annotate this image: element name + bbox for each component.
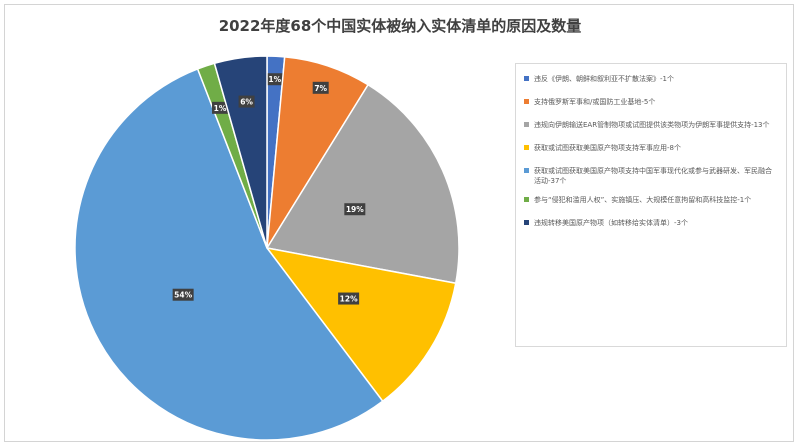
legend-item: 违反《伊朗、朝鲜和叙利亚不扩散法案》-1个 [524, 74, 778, 84]
data-label: 19% [344, 203, 366, 216]
data-label: 54% [172, 288, 194, 301]
data-label-text: 1% [214, 104, 227, 113]
legend-label: 违规转移美国原产物项（如转移给实体清单）-3个 [534, 219, 688, 227]
pie-slice [265, 246, 457, 403]
data-label-text: 54% [174, 291, 192, 300]
legend-item: 违规转移美国原产物项（如转移给实体清单）-3个 [524, 218, 778, 228]
data-label-text: 19% [346, 205, 364, 214]
legend-item: 参与“侵犯和滥用人权”、实施镇压、大规模任意拘留和高科技监控-1个 [524, 195, 778, 205]
legend-label: 违规向伊朗输送EAR管制物项或试图提供该类物项为伊朗军事提供支持-13个 [534, 121, 770, 129]
legend-item: 获取或试图获取美国原产物项支持军事应用-8个 [524, 143, 778, 153]
legend-label: 获取或试图获取美国原产物项支持中国军事现代化或参与武器研发、军民融合活动-37个 [534, 167, 772, 185]
data-label: 1% [266, 73, 283, 86]
legend-swatch [524, 145, 529, 150]
legend-label: 违反《伊朗、朝鲜和叙利亚不扩散法案》-1个 [534, 75, 674, 83]
data-label: 1% [212, 101, 229, 114]
chart-title: 2022年度68个中国实体被纳入实体清单的原因及数量 [218, 17, 582, 35]
chart-area: 2022年度68个中国实体被纳入实体清单的原因及数量 1% 7% 19% 12% 54%… [4, 4, 794, 442]
pie-chart: 1% 7% 19% 12% 54% 1% 6% [74, 55, 460, 441]
data-label-text: 7% [314, 84, 327, 93]
data-label: 12% [338, 292, 360, 305]
data-label: 7% [312, 81, 329, 94]
legend-label: 支持俄罗斯军事和/或国防工业基地-5个 [534, 98, 656, 106]
data-label-text: 6% [240, 98, 253, 107]
data-label-text: 12% [340, 295, 358, 304]
legend-swatch [524, 197, 529, 202]
legend-swatch [524, 99, 529, 104]
pie-slice [265, 83, 460, 285]
legend-item: 支持俄罗斯军事和/或国防工业基地-5个 [524, 97, 778, 107]
legend-swatch [524, 122, 529, 127]
legend: 违反《伊朗、朝鲜和叙利亚不扩散法案》-1个 支持俄罗斯军事和/或国防工业基地-5个… [515, 63, 787, 347]
pie-slice [74, 67, 384, 441]
legend-swatch [524, 76, 529, 81]
data-label-text: 1% [268, 75, 281, 84]
data-label: 6% [238, 95, 255, 108]
legend-swatch [524, 220, 529, 225]
legend-swatch [524, 168, 529, 173]
legend-label: 参与“侵犯和滥用人权”、实施镇压、大规模任意拘留和高科技监控-1个 [534, 196, 752, 204]
legend-item: 获取或试图获取美国原产物项支持中国军事现代化或参与武器研发、军民融合活动-37个 [524, 166, 778, 186]
legend-label: 获取或试图获取美国原产物项支持军事应用-8个 [534, 144, 681, 152]
legend-item: 违规向伊朗输送EAR管制物项或试图提供该类物项为伊朗军事提供支持-13个 [524, 120, 778, 130]
